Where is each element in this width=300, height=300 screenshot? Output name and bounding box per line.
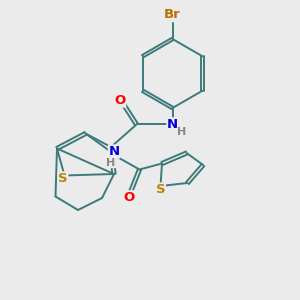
- Text: N: N: [167, 118, 178, 131]
- Text: S: S: [58, 172, 68, 185]
- Text: H: H: [106, 158, 116, 168]
- Text: O: O: [114, 94, 126, 107]
- Text: H: H: [178, 127, 187, 137]
- Text: O: O: [123, 191, 135, 204]
- Text: N: N: [108, 145, 120, 158]
- Text: Br: Br: [164, 8, 181, 21]
- Text: S: S: [156, 183, 165, 196]
